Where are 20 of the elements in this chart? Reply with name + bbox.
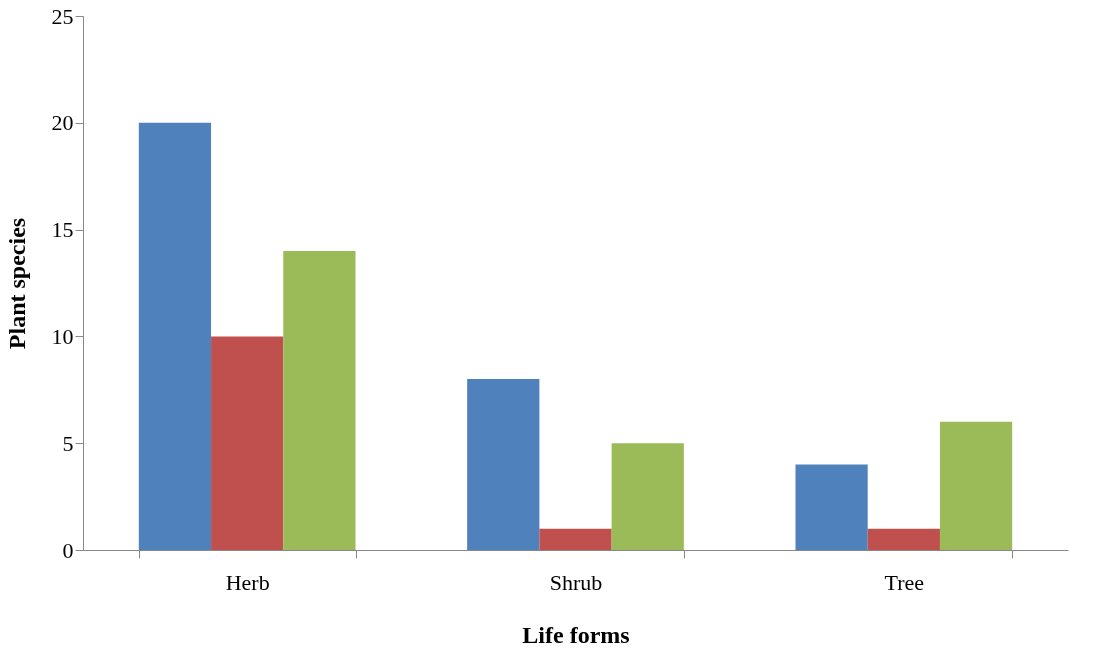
bar	[138, 122, 212, 550]
bar	[795, 464, 868, 550]
y-tick-label: 20	[51, 110, 74, 136]
bar	[539, 528, 612, 550]
bar	[939, 421, 1013, 550]
bar	[867, 528, 940, 550]
y-tick-label: 15	[51, 217, 74, 243]
y-axis-title: Plant species	[3, 217, 30, 350]
x-tick-label: Tree	[884, 569, 925, 595]
bar	[467, 379, 540, 550]
bar	[283, 250, 356, 550]
y-tick-label: 25	[51, 3, 74, 29]
x-tick-label: Shrub	[549, 569, 603, 595]
y-tick-label: 5	[62, 430, 74, 456]
bar	[211, 336, 284, 550]
y-tick-label: 0	[62, 537, 74, 563]
bar	[611, 443, 684, 550]
x-tick-label: Herb	[225, 569, 270, 595]
x-axis-title: Life forms	[522, 621, 630, 648]
y-tick-label: 10	[51, 323, 74, 349]
